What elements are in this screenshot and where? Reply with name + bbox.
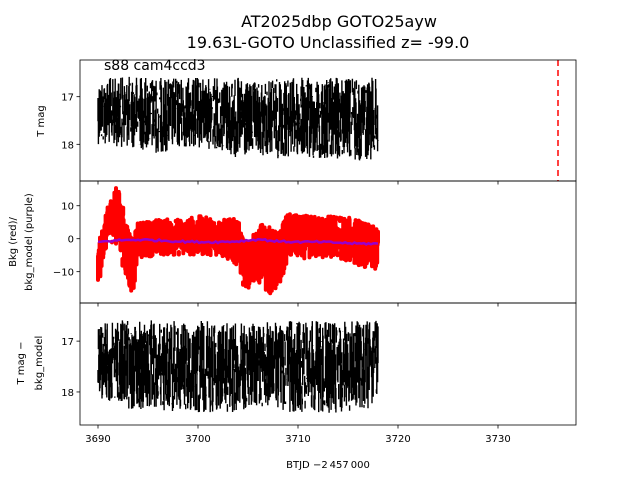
x-axis-label: BTJD −2 457 000 (286, 460, 370, 471)
panel-bottom-frame (79, 302, 577, 426)
top-y-axis-label: T mag (36, 105, 47, 138)
panel-bottom-corrected-magnitude: 17 18 3690 3700 3710 3720 3730 (61, 302, 577, 445)
bottom-y-axis-label-line2: bkg_model (34, 336, 45, 391)
y-tick-label: 18 (61, 140, 74, 151)
panel-middle-data-points (96, 186, 380, 296)
magnitude-points (97, 76, 379, 161)
middle-y-axis-label-line1: Bkg (red)/ (8, 217, 19, 267)
x-tick-label: 3720 (385, 434, 410, 445)
bottom-y-axis-label-line1: T mag − (16, 341, 27, 385)
background-model-line (98, 237, 379, 246)
panel-middle-background: −10 0 10 (53, 180, 577, 307)
magnitude-points (97, 320, 379, 413)
annotation-sector-camera: s88 cam4ccd3 (104, 58, 206, 74)
y-tick-label: 18 (61, 388, 74, 399)
figure-title-line2: 19.63L-GOTO Unclassified z= -99.0 (187, 33, 470, 52)
x-tick-label: 3710 (285, 434, 310, 445)
x-tick-label: 3690 (85, 434, 110, 445)
y-tick-label: 10 (61, 202, 74, 213)
y-tick-label: −10 (53, 268, 74, 279)
panel-top-data-points (97, 76, 379, 161)
panel-bottom-data-points (97, 320, 379, 413)
y-tick-label: 17 (61, 337, 74, 348)
y-tick-label: 0 (68, 235, 74, 246)
x-tick-label: 3730 (485, 434, 510, 445)
y-tick-label: 17 (61, 93, 74, 104)
middle-y-axis-label-line2: bkg_model (purple) (24, 193, 35, 291)
figure-title-line1: AT2025dbp GOTO25ayw (241, 12, 437, 31)
x-tick-label: 3700 (185, 434, 210, 445)
